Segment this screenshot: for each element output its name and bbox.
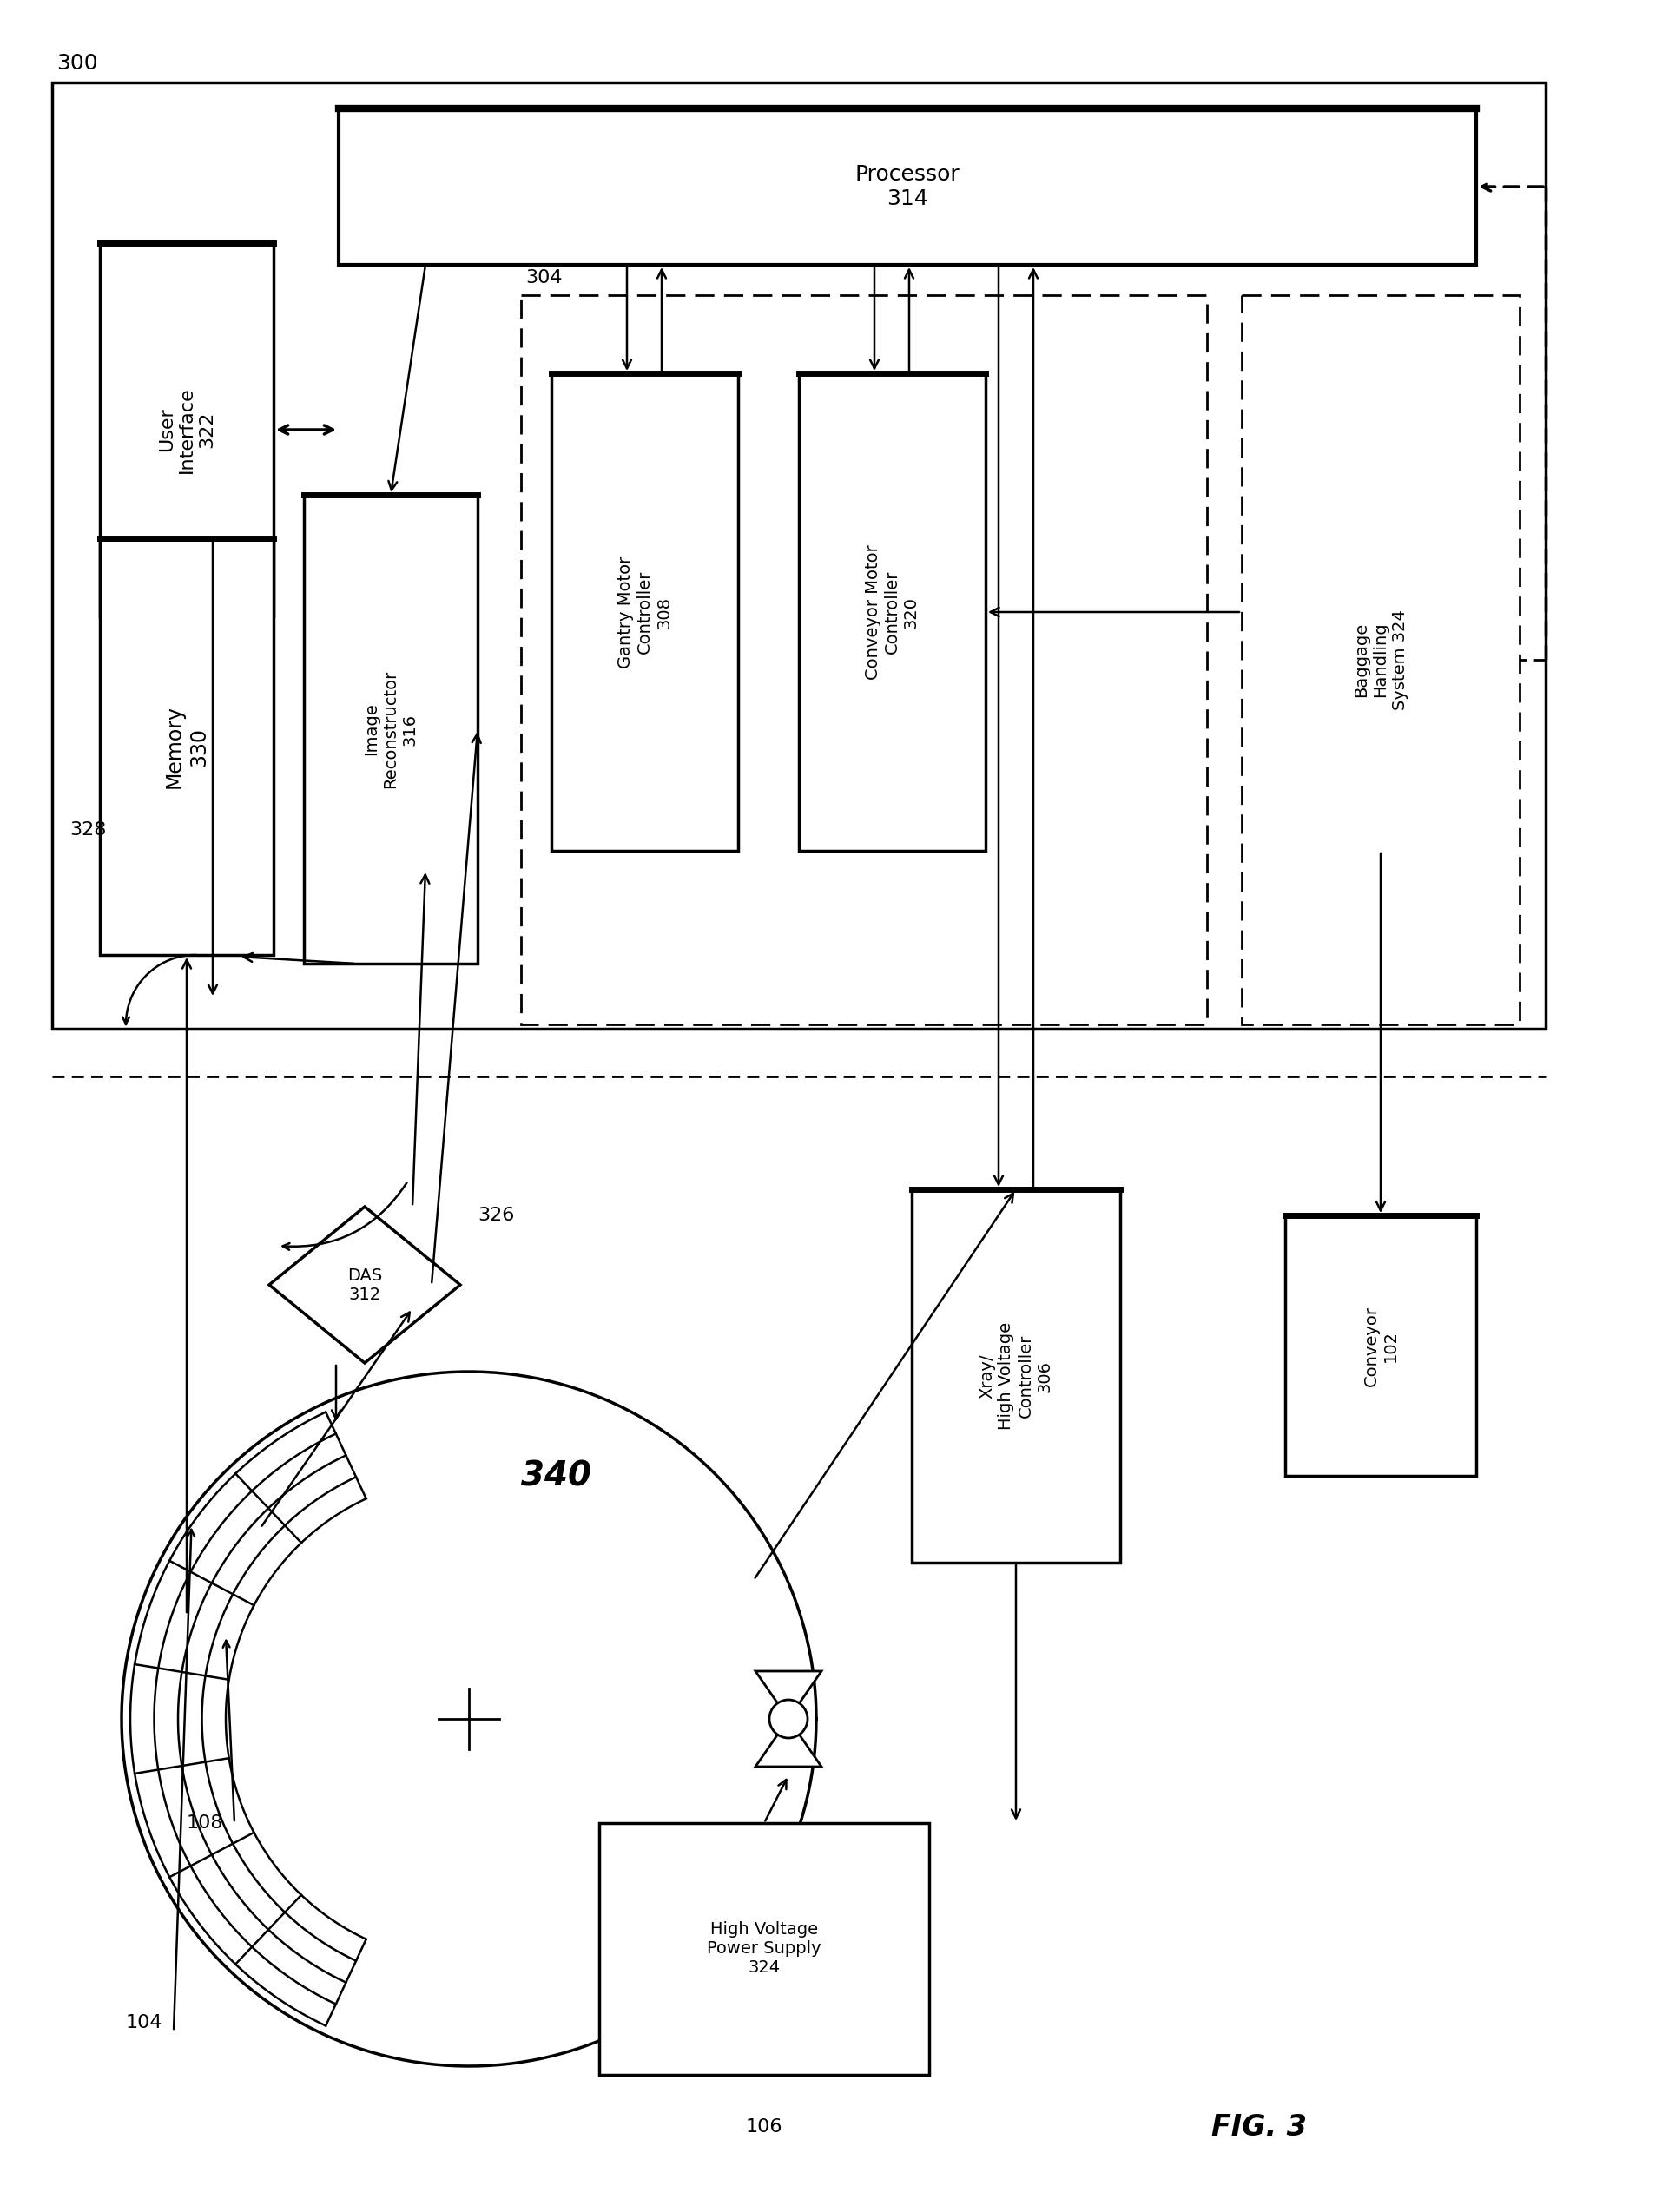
Text: Conveyor
102: Conveyor 102 (1363, 1305, 1398, 1387)
Text: Processor
314: Processor 314 (854, 164, 961, 210)
Text: Conveyor Motor
Controller
320: Conveyor Motor Controller 320 (864, 544, 919, 679)
Bar (1285, 1214, 1476, 1475)
Text: DAS
312: DAS 312 (347, 1267, 382, 1303)
Text: 304: 304 (525, 270, 562, 288)
Bar (100, 538, 274, 956)
Text: Gantry Motor
Controller
308: Gantry Motor Controller 308 (617, 555, 671, 668)
Text: 300: 300 (57, 53, 98, 73)
Text: Memory
330: Memory 330 (165, 706, 209, 787)
Bar (52, 82, 1546, 1029)
Bar (520, 294, 1207, 1024)
Bar (552, 374, 738, 852)
Bar (912, 1190, 1120, 1562)
Bar (799, 374, 986, 852)
Polygon shape (756, 1670, 821, 1719)
Polygon shape (756, 1719, 821, 1767)
Text: High Voltage
Power Supply
324: High Voltage Power Supply 324 (706, 1922, 821, 1975)
Bar (600, 1823, 929, 2075)
Text: Xray/
High Voltage
Controller
306: Xray/ High Voltage Controller 306 (979, 1323, 1052, 1429)
Bar (339, 108, 1476, 265)
Bar (100, 243, 274, 617)
Bar (1242, 294, 1519, 1024)
Text: User
Interface
322: User Interface 322 (158, 387, 216, 473)
Text: 106: 106 (746, 2119, 783, 2135)
Text: 340: 340 (520, 1460, 592, 1493)
Text: 328: 328 (70, 821, 106, 838)
Bar (304, 495, 477, 964)
Text: 104: 104 (126, 2015, 163, 2031)
Text: FIG. 3: FIG. 3 (1212, 2112, 1306, 2141)
Text: Image
Reconstructor
316: Image Reconstructor 316 (364, 670, 419, 787)
Text: 108: 108 (186, 1814, 224, 1832)
Text: 326: 326 (477, 1208, 514, 1223)
Polygon shape (269, 1208, 460, 1363)
Circle shape (770, 1699, 808, 1739)
Text: Baggage
Handling
System 324: Baggage Handling System 324 (1353, 611, 1408, 710)
